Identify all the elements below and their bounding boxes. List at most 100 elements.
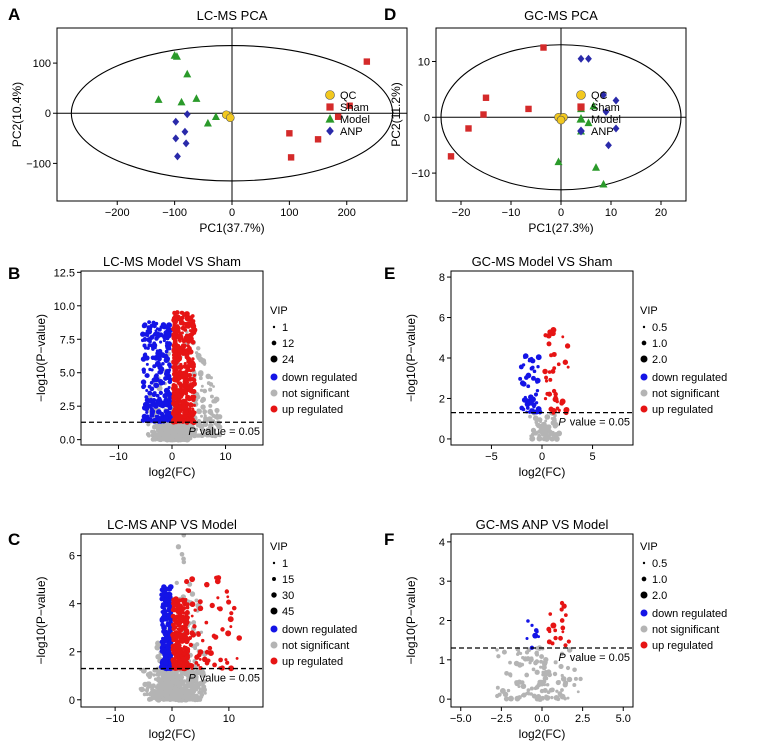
- point-up-regulated: [544, 375, 549, 380]
- point-up-regulated: [235, 656, 239, 660]
- point-down-regulated: [521, 407, 526, 412]
- point-not-significant: [534, 420, 539, 425]
- pca-point-sham: [447, 153, 455, 160]
- point-up-regulated: [190, 330, 195, 335]
- point-down-regulated: [148, 398, 153, 404]
- point-not-significant: [549, 436, 555, 442]
- point-up-regulated: [183, 328, 188, 332]
- point-down-regulated: [160, 403, 166, 409]
- point-not-significant: [203, 415, 208, 421]
- point-not-significant: [176, 427, 181, 432]
- threshold-p-italic: P: [188, 426, 196, 438]
- y-tick-label: −10: [411, 168, 430, 180]
- point-down-regulated: [521, 363, 526, 367]
- point-not-significant: [199, 432, 205, 438]
- point-not-significant: [213, 415, 218, 420]
- y-tick-label: 8: [439, 272, 445, 284]
- point-not-significant: [541, 679, 547, 684]
- vip-size-marker: [270, 607, 278, 615]
- legend-marker-model: [576, 114, 586, 123]
- legend-label: up regulated: [652, 640, 713, 652]
- x-tick-label: 10: [223, 713, 235, 725]
- y-tick-label: 0: [439, 694, 445, 706]
- legend-label: not significant: [282, 388, 349, 400]
- pca-point-anp: [605, 141, 612, 150]
- point-not-significant: [199, 388, 204, 392]
- point-not-significant: [170, 697, 174, 701]
- x-tick-label: 0: [229, 207, 235, 219]
- point-down-regulated: [145, 333, 150, 338]
- point-not-significant: [513, 660, 520, 667]
- point-up-regulated: [176, 649, 182, 655]
- point-up-regulated: [192, 624, 197, 629]
- vip-size-label: 0.5: [652, 322, 667, 334]
- point-not-significant: [549, 687, 555, 693]
- point-not-significant: [527, 692, 531, 696]
- point-up-regulated: [183, 335, 189, 341]
- point-not-significant: [208, 403, 213, 408]
- vip-size-label: 1.0: [652, 338, 667, 350]
- point-up-regulated: [547, 370, 552, 374]
- point-not-significant: [578, 676, 583, 682]
- x-tick-label: 5: [589, 451, 595, 463]
- point-not-significant: [150, 437, 156, 442]
- point-not-significant: [188, 436, 193, 441]
- panel-letter: B: [8, 264, 20, 283]
- point-not-significant: [202, 411, 206, 415]
- vip-size-marker: [272, 561, 276, 565]
- legend-marker-anp: [326, 126, 334, 136]
- point-not-significant: [528, 414, 532, 419]
- point-up-regulated: [557, 408, 561, 412]
- y-tick-label: 4: [439, 353, 445, 365]
- legend-marker: [640, 389, 648, 397]
- point-not-significant: [497, 692, 502, 697]
- point-up-regulated: [174, 332, 178, 336]
- point-not-significant: [559, 651, 565, 656]
- point-up-regulated: [550, 369, 556, 374]
- legend-marker: [270, 657, 278, 665]
- point-down-regulated: [522, 353, 529, 359]
- point-up-regulated: [191, 357, 195, 361]
- x-axis-label: log2(FC): [519, 727, 566, 741]
- point-up-regulated: [219, 665, 225, 671]
- point-up-regulated: [175, 401, 180, 406]
- vip-size-label: 0.5: [652, 558, 667, 570]
- point-up-regulated: [180, 373, 187, 380]
- point-up-regulated: [185, 602, 190, 607]
- point-up-regulated: [553, 628, 558, 633]
- point-not-significant: [190, 424, 194, 428]
- point-up-regulated: [190, 614, 194, 618]
- x-tick-label: 0: [558, 207, 564, 219]
- point-down-regulated: [167, 346, 172, 351]
- point-not-significant: [520, 693, 525, 697]
- point-up-regulated: [196, 652, 202, 658]
- point-down-regulated: [142, 343, 147, 348]
- point-not-significant: [156, 683, 161, 688]
- point-up-regulated: [236, 635, 242, 641]
- point-not-significant: [558, 663, 564, 670]
- pca-point-anp: [602, 107, 610, 116]
- pca-point-sham: [465, 125, 472, 132]
- point-up-regulated: [207, 645, 213, 651]
- y-axis-label: −log10(P−value): [404, 314, 418, 402]
- point-not-significant: [190, 694, 196, 700]
- y-tick-label: 4: [439, 537, 445, 549]
- point-down-regulated: [149, 380, 154, 385]
- x-tick-label: 100: [280, 207, 298, 219]
- point-not-significant: [189, 591, 196, 597]
- x-axis-label: PC1(37.7%): [199, 221, 264, 235]
- point-up-regulated: [226, 599, 232, 605]
- point-up-regulated: [185, 401, 189, 405]
- point-up-regulated: [226, 595, 230, 599]
- legend-marker: [640, 609, 648, 617]
- x-tick-label: 0.0: [534, 713, 549, 725]
- point-down-regulated: [163, 616, 168, 621]
- point-not-significant: [501, 649, 507, 655]
- legend-label: down regulated: [652, 372, 727, 384]
- point-down-regulated: [163, 387, 170, 394]
- point-up-regulated: [209, 602, 215, 609]
- point-not-significant: [158, 426, 164, 432]
- point-not-significant: [536, 682, 542, 688]
- point-up-regulated: [185, 620, 190, 625]
- point-down-regulated: [167, 385, 171, 390]
